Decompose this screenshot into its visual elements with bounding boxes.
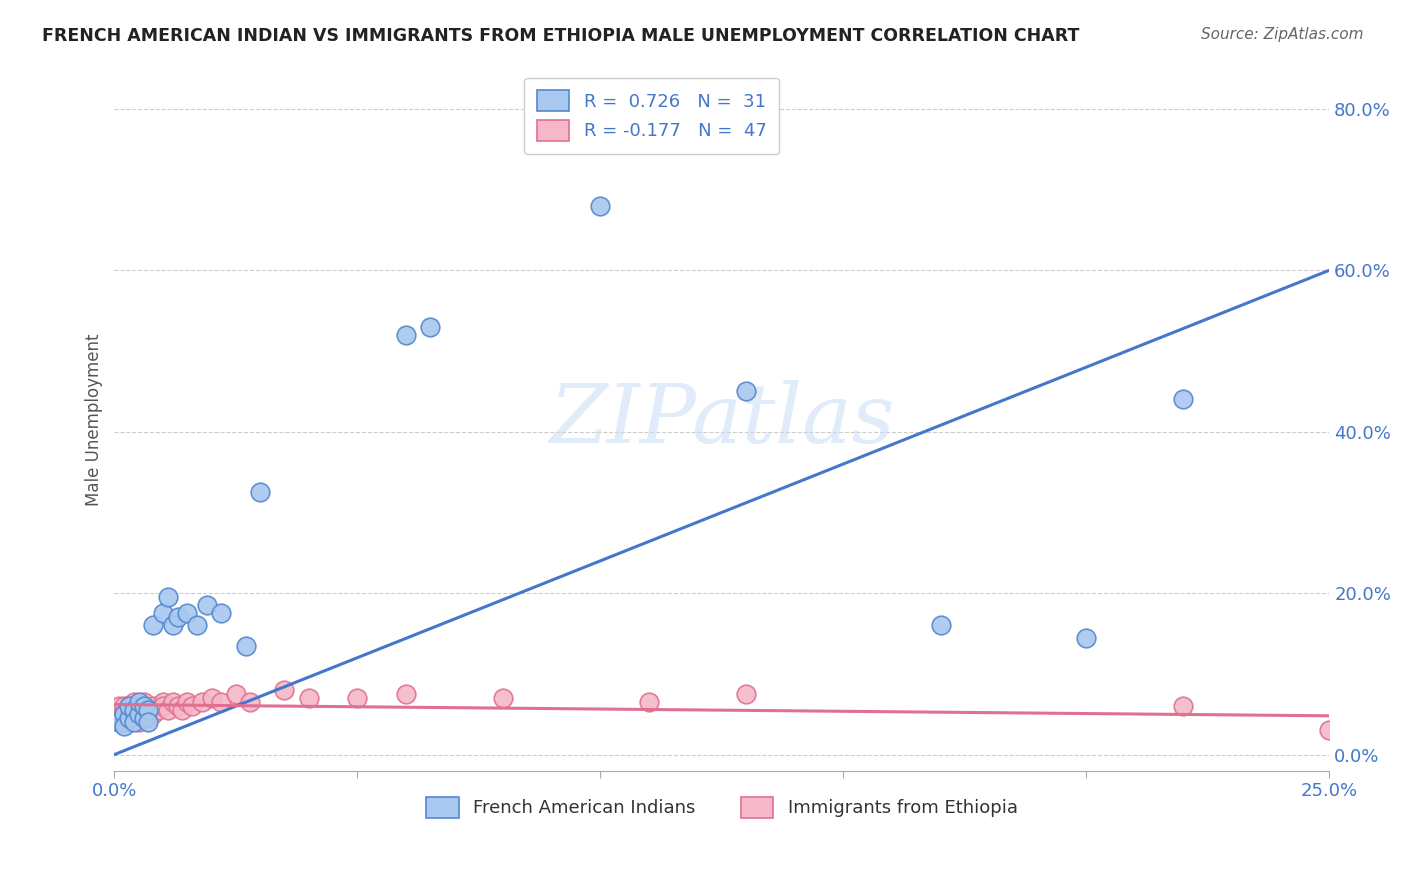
Point — [1317, 723, 1340, 738]
Point — [108, 715, 131, 730]
Point — [108, 715, 131, 730]
Point — [132, 711, 155, 725]
Point — [138, 703, 160, 717]
Point — [118, 715, 141, 730]
Point — [108, 699, 131, 714]
Text: Source: ZipAtlas.com: Source: ZipAtlas.com — [1201, 27, 1364, 42]
Point — [132, 707, 155, 722]
Point — [118, 711, 141, 725]
Point — [735, 384, 758, 399]
Point — [176, 607, 198, 621]
Point — [209, 607, 232, 621]
Point — [112, 719, 135, 733]
Point — [239, 695, 262, 709]
Point — [225, 687, 247, 701]
Point — [122, 715, 145, 730]
Point — [122, 695, 145, 709]
Point — [138, 711, 160, 725]
Point — [122, 703, 145, 717]
Point — [112, 699, 135, 714]
Point — [132, 699, 155, 714]
Point — [249, 485, 271, 500]
Point — [112, 703, 135, 717]
Point — [142, 618, 165, 632]
Point — [152, 695, 174, 709]
Point — [152, 607, 174, 621]
Point — [138, 715, 160, 730]
Point — [186, 618, 208, 632]
Legend: French American Indians, Immigrants from Ethiopia: French American Indians, Immigrants from… — [419, 789, 1025, 825]
Point — [128, 703, 150, 717]
Point — [112, 707, 135, 722]
Point — [132, 699, 155, 714]
Point — [118, 703, 141, 717]
Point — [118, 699, 141, 714]
Point — [395, 327, 418, 342]
Point — [346, 691, 368, 706]
Point — [146, 703, 169, 717]
Point — [152, 699, 174, 714]
Point — [235, 639, 257, 653]
Point — [156, 703, 179, 717]
Point — [132, 695, 155, 709]
Point — [419, 319, 441, 334]
Point — [273, 683, 295, 698]
Y-axis label: Male Unemployment: Male Unemployment — [86, 334, 103, 506]
Point — [195, 599, 218, 613]
Point — [138, 703, 160, 717]
Point — [112, 707, 135, 722]
Point — [142, 707, 165, 722]
Point — [118, 711, 141, 725]
Point — [735, 687, 758, 701]
Point — [395, 687, 418, 701]
Point — [156, 590, 179, 604]
Point — [1173, 392, 1195, 407]
Point — [142, 699, 165, 714]
Point — [108, 711, 131, 725]
Text: FRENCH AMERICAN INDIAN VS IMMIGRANTS FROM ETHIOPIA MALE UNEMPLOYMENT CORRELATION: FRENCH AMERICAN INDIAN VS IMMIGRANTS FRO… — [42, 27, 1080, 45]
Point — [128, 699, 150, 714]
Point — [181, 699, 204, 714]
Point — [200, 691, 222, 706]
Point — [638, 695, 661, 709]
Point — [118, 699, 141, 714]
Point — [112, 715, 135, 730]
Point — [1076, 631, 1098, 645]
Point — [172, 703, 194, 717]
Point — [122, 711, 145, 725]
Point — [162, 618, 184, 632]
Point — [122, 703, 145, 717]
Point — [128, 695, 150, 709]
Point — [162, 695, 184, 709]
Point — [492, 691, 515, 706]
Point — [166, 699, 188, 714]
Point — [1173, 699, 1195, 714]
Point — [176, 695, 198, 709]
Point — [166, 610, 188, 624]
Point — [589, 199, 612, 213]
Text: ZIPatlas: ZIPatlas — [550, 380, 894, 459]
Point — [128, 707, 150, 722]
Point — [128, 715, 150, 730]
Point — [298, 691, 321, 706]
Point — [191, 695, 214, 709]
Point — [929, 618, 952, 632]
Point — [209, 695, 232, 709]
